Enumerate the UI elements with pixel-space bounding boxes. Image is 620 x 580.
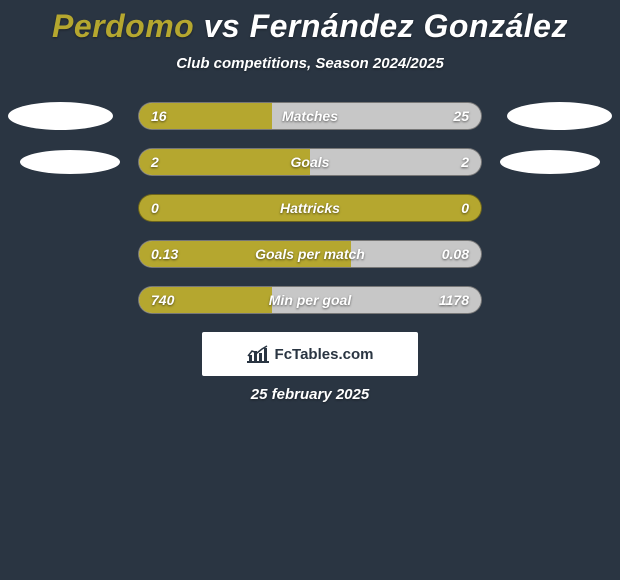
stat-bar: 16Matches25 bbox=[138, 102, 482, 130]
stat-value-right: 25 bbox=[453, 103, 469, 129]
subtitle: Club competitions, Season 2024/2025 bbox=[0, 55, 620, 72]
vs-label: vs bbox=[204, 8, 241, 44]
stat-bar-fill bbox=[139, 241, 351, 267]
stats-list: 16Matches25 2Goals2 0Hattricks0 0.13Goals p… bbox=[0, 102, 620, 314]
stat-bar-fill bbox=[139, 103, 272, 129]
player1-marker bbox=[8, 102, 113, 130]
stat-row: 740Min per goal1178 bbox=[0, 286, 620, 314]
stat-value-right: 0.08 bbox=[442, 241, 469, 267]
brand-name: FcTables.com bbox=[275, 346, 374, 363]
stat-value-right: 2 bbox=[461, 149, 469, 175]
stat-row: 2Goals2 bbox=[0, 148, 620, 176]
stat-bar: 0.13Goals per match0.08 bbox=[138, 240, 482, 268]
stat-value-right: 0 bbox=[461, 195, 469, 221]
stat-row: 16Matches25 bbox=[0, 102, 620, 130]
stat-bar-fill bbox=[139, 149, 310, 175]
player1-marker bbox=[20, 150, 120, 174]
page-title: Perdomo vs Fernández González bbox=[0, 8, 620, 45]
chart-icon bbox=[247, 345, 269, 363]
comparison-card: Perdomo vs Fernández González Club compe… bbox=[0, 0, 620, 403]
stat-value-right: 1178 bbox=[439, 287, 469, 313]
stat-bar: 740Min per goal1178 bbox=[138, 286, 482, 314]
stat-bar: 2Goals2 bbox=[138, 148, 482, 176]
stat-bar-fill bbox=[139, 287, 272, 313]
player2-marker bbox=[500, 150, 600, 174]
stat-bar: 0Hattricks0 bbox=[138, 194, 482, 222]
player2-marker bbox=[507, 102, 612, 130]
stat-value-left: 0 bbox=[151, 195, 159, 221]
brand-badge[interactable]: FcTables.com bbox=[202, 332, 418, 376]
stat-label: Hattricks bbox=[139, 195, 481, 221]
player2-name: Fernández González bbox=[250, 8, 568, 44]
stat-row: 0.13Goals per match0.08 bbox=[0, 240, 620, 268]
date-label: 25 february 2025 bbox=[0, 386, 620, 403]
player1-name: Perdomo bbox=[52, 8, 194, 44]
stat-row: 0Hattricks0 bbox=[0, 194, 620, 222]
